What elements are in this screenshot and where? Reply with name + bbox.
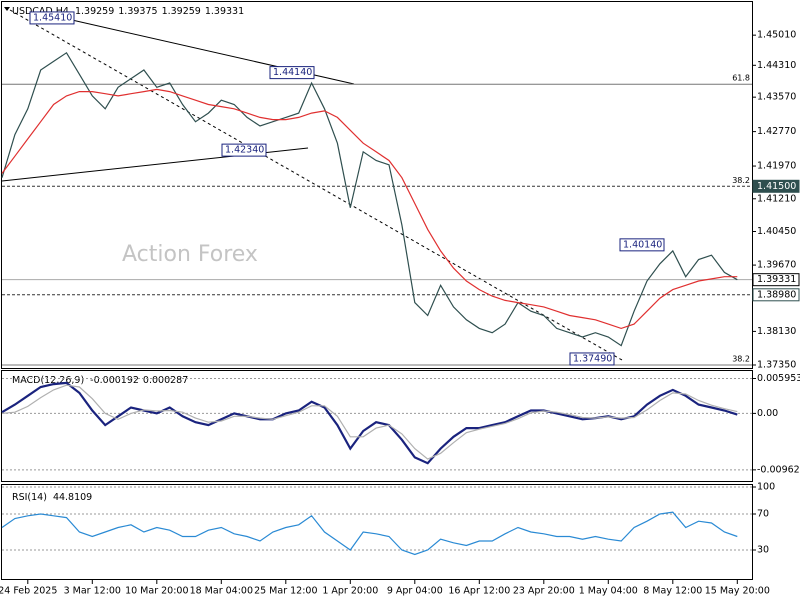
annotation-box (221, 143, 267, 157)
level-label: 38.2 (732, 176, 750, 185)
rsi-panel (1, 484, 753, 580)
indicator-header: USDCAD,H4 1.39259 1.39375 1.39259 1.39331 (12, 6, 244, 17)
x-tick-label: 25 Mar 12:00 (254, 586, 317, 597)
menu-arrow (4, 7, 10, 11)
indicator-header: RSI(14) 44.8109 (12, 492, 92, 503)
y-tick-label: 1.38130 (757, 326, 796, 337)
x-tick-label: 18 Mar 04:00 (190, 586, 253, 597)
level-label: 61.8 (732, 74, 750, 83)
header-value: 1.39259 (162, 6, 201, 17)
annotation-label: 1.45410 (33, 12, 72, 23)
price-tag: 1.39331 (757, 274, 796, 285)
x-tick-label: 9 Apr 04:00 (387, 586, 443, 597)
header-value: 0.000287 (143, 375, 188, 386)
x-tick-label: 15 May 20:00 (705, 586, 770, 597)
y-tick-label: 70 (757, 509, 769, 520)
header-value: 1.39331 (205, 6, 244, 17)
watermark: Action Forex (122, 242, 258, 267)
y-tick-label: 1.40450 (757, 226, 796, 237)
x-tick-label: 24 Feb 2025 (0, 586, 57, 597)
indicator-title: MACD(12,26,9) (12, 375, 84, 386)
header-value: 1.39375 (118, 6, 157, 17)
annotation-box (269, 66, 315, 80)
x-tick-label: 16 Apr 12:00 (448, 586, 510, 597)
level-tag: 1.41500 (757, 181, 796, 192)
x-tick-label: 10 Mar 20:00 (125, 586, 188, 597)
price-tag-box (752, 273, 800, 287)
y-tick-label: 100 (757, 482, 775, 493)
header-value: 1.39259 (75, 6, 114, 17)
annotation-box (569, 352, 615, 366)
series-line (1, 384, 738, 460)
y-tick-label: 1.42770 (757, 126, 796, 137)
y-tick-label: 1.44310 (757, 60, 796, 71)
level-label: 38.2 (732, 354, 750, 363)
indicator-header: MACD(12,26,9) -0.000192 0.000287 (12, 375, 188, 386)
y-tick-label: 1.43570 (757, 92, 796, 103)
y-tick-label: 1.37350 (757, 359, 796, 370)
annotation-label: 1.44140 (273, 67, 312, 78)
annotation-label: 1.37490 (573, 353, 612, 364)
annotation-box (29, 11, 75, 25)
y-tick-label: 1.39670 (757, 260, 796, 271)
y-tick-label: 1.45010 (757, 30, 796, 41)
annotation-label: 1.42340 (225, 145, 264, 156)
y-tick-label: 0.00 (757, 408, 778, 419)
header-value: -0.000192 (90, 375, 139, 386)
x-tick-label: 1 May 04:00 (579, 586, 638, 597)
level-tag-box (752, 179, 800, 193)
y-tick-label: 1.41970 (757, 161, 796, 172)
level-tag-box (752, 288, 800, 302)
x-tick-label: 1 Apr 20:00 (322, 586, 378, 597)
x-tick-label: 23 Apr 20:00 (513, 586, 575, 597)
y-tick-label: 1.41210 (757, 193, 796, 204)
indicator-title: USDCAD,H4 (12, 6, 69, 17)
header-value: 44.8109 (53, 492, 92, 503)
annotation-box (619, 238, 665, 252)
indicator-title: RSI(14) (12, 492, 47, 503)
level-tag: 1.38980 (757, 289, 796, 300)
y-tick-label: 0.005953 (757, 373, 800, 384)
y-tick-label: -0.009629 (757, 464, 800, 475)
x-tick-label: 3 Mar 12:00 (64, 586, 121, 597)
x-tick-label: 8 May 12:00 (643, 586, 702, 597)
y-tick-label: 30 (757, 545, 769, 556)
series-line (1, 88, 738, 330)
macd-panel (1, 370, 753, 482)
series-line (1, 511, 738, 556)
series-line (1, 51, 738, 347)
annotation-label: 1.40140 (623, 239, 662, 250)
